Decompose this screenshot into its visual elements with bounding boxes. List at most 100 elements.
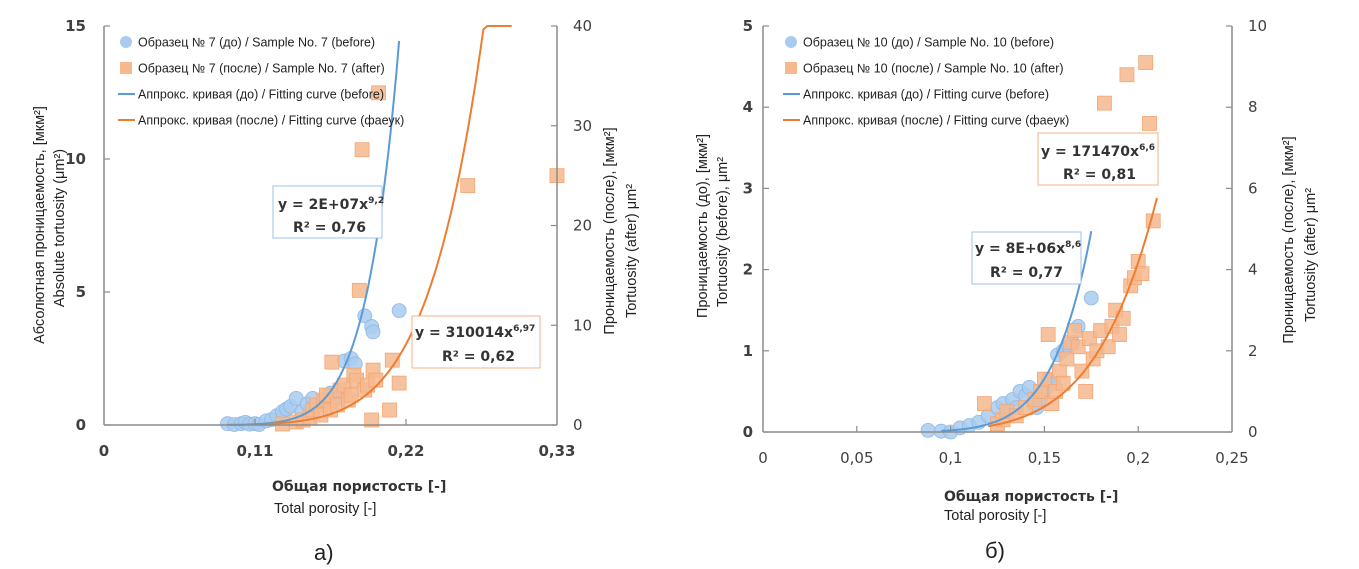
x-tick-label: 0	[99, 442, 109, 460]
fit-equation-before: y = 8E+06x	[975, 241, 1065, 257]
data-point-after	[343, 387, 359, 403]
data-point-after	[1082, 331, 1097, 347]
data-point-after	[382, 402, 397, 418]
data-point-after	[1145, 213, 1161, 229]
data-point-after	[1142, 116, 1157, 131]
legend-marker-before-icon	[785, 36, 797, 48]
svg-text:y = 171470x6,6: y = 171470x6,6	[1041, 143, 1155, 160]
chart-b: 0 1 2 3 4 5 0 2 4 6 8 10 0 0,05 0,1 0,15 0,2 0,25 Образец…	[695, 17, 1319, 563]
data-point-after	[364, 412, 380, 428]
data-point-before	[365, 324, 381, 340]
fit-equation-after: y = 310014x	[415, 325, 513, 341]
x-axis-title-en: Total porosity [-]	[944, 508, 1046, 524]
legend-entry: Образец № 10 (до) / Sample No. 10 (befor…	[803, 36, 1054, 50]
data-point-after	[976, 396, 992, 411]
data-point-after	[391, 375, 407, 391]
legend-entry: Аппрокс. кривая (до) / Fitting curve (be…	[803, 88, 1049, 102]
legend-entry: Аппрокс. кривая (до) / Fitting curve (be…	[138, 88, 384, 102]
y2-tick-label: 2	[1248, 342, 1258, 360]
legend-entry: Аппрокс. кривая (после) / Fitting curve …	[803, 114, 1069, 128]
y2-tick-label: 10	[573, 316, 592, 334]
x-tick-label: 0,15	[1028, 449, 1061, 467]
x-tick-label: 0,11	[236, 442, 273, 460]
fit-equation-after: y = 171470x	[1041, 144, 1139, 160]
caption-b: б)	[985, 538, 1005, 563]
ticks-layer: 0 5 10 15 0 10 20 30 40 0 0,11 0,22 0,33	[65, 17, 592, 460]
data-point-after	[324, 354, 340, 370]
fit-curve-before	[227, 40, 401, 426]
data-point-after	[371, 85, 386, 101]
fit-curve-before	[941, 231, 1093, 432]
y-tick-label: 0	[743, 423, 753, 441]
data-point-after	[1067, 323, 1082, 338]
y2-tick-label: 0	[1248, 423, 1258, 441]
chart-a: 0 5 10 15 0 10 20 30 40 0 0,11 0,22 0,33 Образец № 7…	[32, 17, 640, 565]
legend-entry: Аппрокс. кривая (после) / Fitting curve …	[138, 114, 404, 128]
ticks-layer: 0 1 2 3 4 5 0 2 4 6 8 10 0 0,05 0,1 0,15 0,2 0,25	[743, 17, 1268, 467]
x-axis-title-ru: Общая пористость [-]	[272, 479, 446, 495]
fit-r2-before: R² = 0,76	[293, 220, 366, 236]
fit-r2-before: R² = 0,77	[990, 265, 1063, 281]
data-point-after	[1112, 327, 1127, 342]
axes-layer	[762, 26, 1233, 433]
y2-tick-label: 0	[573, 416, 583, 434]
y-tick-label: 4	[743, 98, 753, 116]
y2-axis-title-en: Tortuosity (after) μm²	[1303, 188, 1319, 322]
legend: Образец № 10 (до) / Sample No. 10 (befor…	[783, 36, 1069, 128]
svg-text:y = 8E+06x8,6: y = 8E+06x8,6	[975, 240, 1081, 257]
x-tick-label: 0,2	[1126, 449, 1150, 467]
data-point-after	[1055, 375, 1071, 391]
data-point-after	[1074, 363, 1090, 379]
fit-exponent-before: 9,2	[368, 196, 384, 206]
data-point-after	[1059, 351, 1075, 367]
fit-label-after: y = 171470x6,6 R² = 0,81	[1037, 132, 1159, 186]
fit-equation-before: y = 2E+07x	[278, 197, 368, 213]
svg-text:y = 2E+07x9,2: y = 2E+07x9,2	[278, 196, 384, 213]
y-tick-label: 10	[65, 150, 86, 168]
y-tick-label: 1	[743, 342, 753, 360]
legend-marker-after-icon	[120, 62, 132, 74]
caption-a: а)	[314, 540, 334, 565]
data-point-before	[391, 303, 407, 319]
y-tick-label: 0	[76, 416, 86, 434]
fit-label-before: y = 8E+06x8,6 R² = 0,77	[971, 231, 1082, 285]
data-point-after	[1097, 95, 1112, 111]
points-layer	[220, 85, 565, 432]
data-point-after	[1070, 339, 1086, 355]
fit-exponent-after: 6,6	[1139, 143, 1155, 153]
y2-tick-label: 10	[1248, 17, 1267, 35]
x-tick-label: 0,1	[939, 449, 963, 467]
fit-lines-layer	[941, 197, 1158, 432]
fit-lines-layer	[227, 25, 512, 426]
fit-label-after: y = 310014x6,97 R² = 0,62	[411, 315, 541, 369]
data-point-after	[1119, 67, 1135, 83]
y2-axis-title-en: Tortuosity (after) μm²	[624, 184, 640, 318]
y-axis-title-ru: Абсолютная проницаемость, [мкм²]	[32, 106, 48, 344]
fit-curve-after	[268, 25, 512, 425]
svg-text:y = 310014x6,97: y = 310014x6,97	[415, 324, 535, 341]
legend-entry: Образец № 7 (до) / Sample No. 7 (before)	[138, 36, 375, 50]
y-axis-title-en: Tortuosity (before), μm²	[715, 157, 731, 307]
fit-exponent-after: 6,97	[513, 324, 535, 334]
x-axis-title-en: Total porosity [-]	[274, 501, 376, 517]
y-axis-title-ru: Проницаемость (до), [мкм²]	[695, 134, 711, 318]
fit-r2-after: R² = 0,62	[442, 349, 515, 365]
x-tick-label: 0	[758, 449, 768, 467]
data-point-before	[1083, 290, 1099, 306]
y2-tick-label: 6	[1248, 179, 1258, 197]
y2-tick-label: 40	[573, 17, 592, 35]
y2-tick-label: 4	[1248, 261, 1258, 279]
y-axis-title-en: Absolute tortuosity (μm²)	[52, 149, 68, 307]
data-point-after	[351, 282, 367, 298]
y-tick-label: 2	[743, 261, 753, 279]
data-point-after	[1040, 327, 1056, 342]
fit-curve-after	[987, 197, 1158, 428]
data-point-after	[354, 142, 370, 158]
legend-entry: Образец № 7 (после) / Sample No. 7 (afte…	[138, 62, 385, 76]
legend-marker-after-icon	[785, 62, 797, 74]
y2-axis-title-ru: Проницаемость (после), [мкм²]	[1281, 136, 1297, 343]
data-point-after	[1138, 55, 1154, 70]
y2-tick-label: 8	[1248, 98, 1258, 116]
fit-exponent-before: 8,6	[1065, 240, 1081, 250]
